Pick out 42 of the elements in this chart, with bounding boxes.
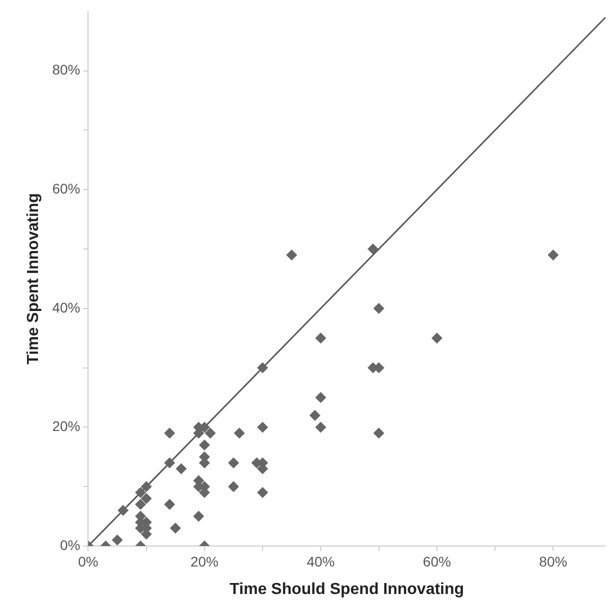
x-tick-label: 0% (78, 553, 98, 570)
point (198, 440, 210, 451)
point (234, 428, 245, 439)
point (315, 392, 326, 403)
point (373, 428, 384, 439)
x-tick-label: 20% (190, 553, 218, 570)
point (286, 249, 298, 260)
y-axis-title: Time Spent Innovating (25, 193, 42, 364)
point (315, 332, 326, 344)
x-tick-label: 60% (422, 553, 451, 570)
point (140, 481, 152, 492)
x-axis-title: Time Should Spend Innovating (230, 580, 464, 598)
x-tick-label: 40% (306, 553, 335, 570)
point (257, 422, 268, 433)
point (170, 522, 181, 534)
point (548, 249, 559, 260)
point (112, 534, 123, 546)
point (164, 428, 176, 439)
point (309, 410, 320, 421)
point (257, 362, 268, 374)
point (164, 457, 176, 468)
point (373, 302, 384, 314)
point (135, 487, 146, 498)
point (228, 481, 240, 492)
point (204, 428, 216, 439)
point (315, 422, 326, 433)
y-tick-label: 0% (60, 536, 80, 553)
point (135, 498, 146, 510)
point (193, 510, 204, 522)
point (257, 487, 268, 498)
point (140, 492, 152, 504)
y-tick-label: 20% (52, 418, 80, 434)
point (228, 457, 240, 468)
point (368, 244, 379, 254)
y-tick-label: 60% (52, 180, 80, 196)
point (176, 463, 187, 474)
point (118, 504, 129, 516)
y-tick-label: 80% (52, 62, 80, 78)
y-tick-label: 40% (52, 299, 80, 316)
point (164, 498, 176, 510)
point (431, 332, 442, 344)
x-tick-label: 80% (539, 553, 568, 570)
